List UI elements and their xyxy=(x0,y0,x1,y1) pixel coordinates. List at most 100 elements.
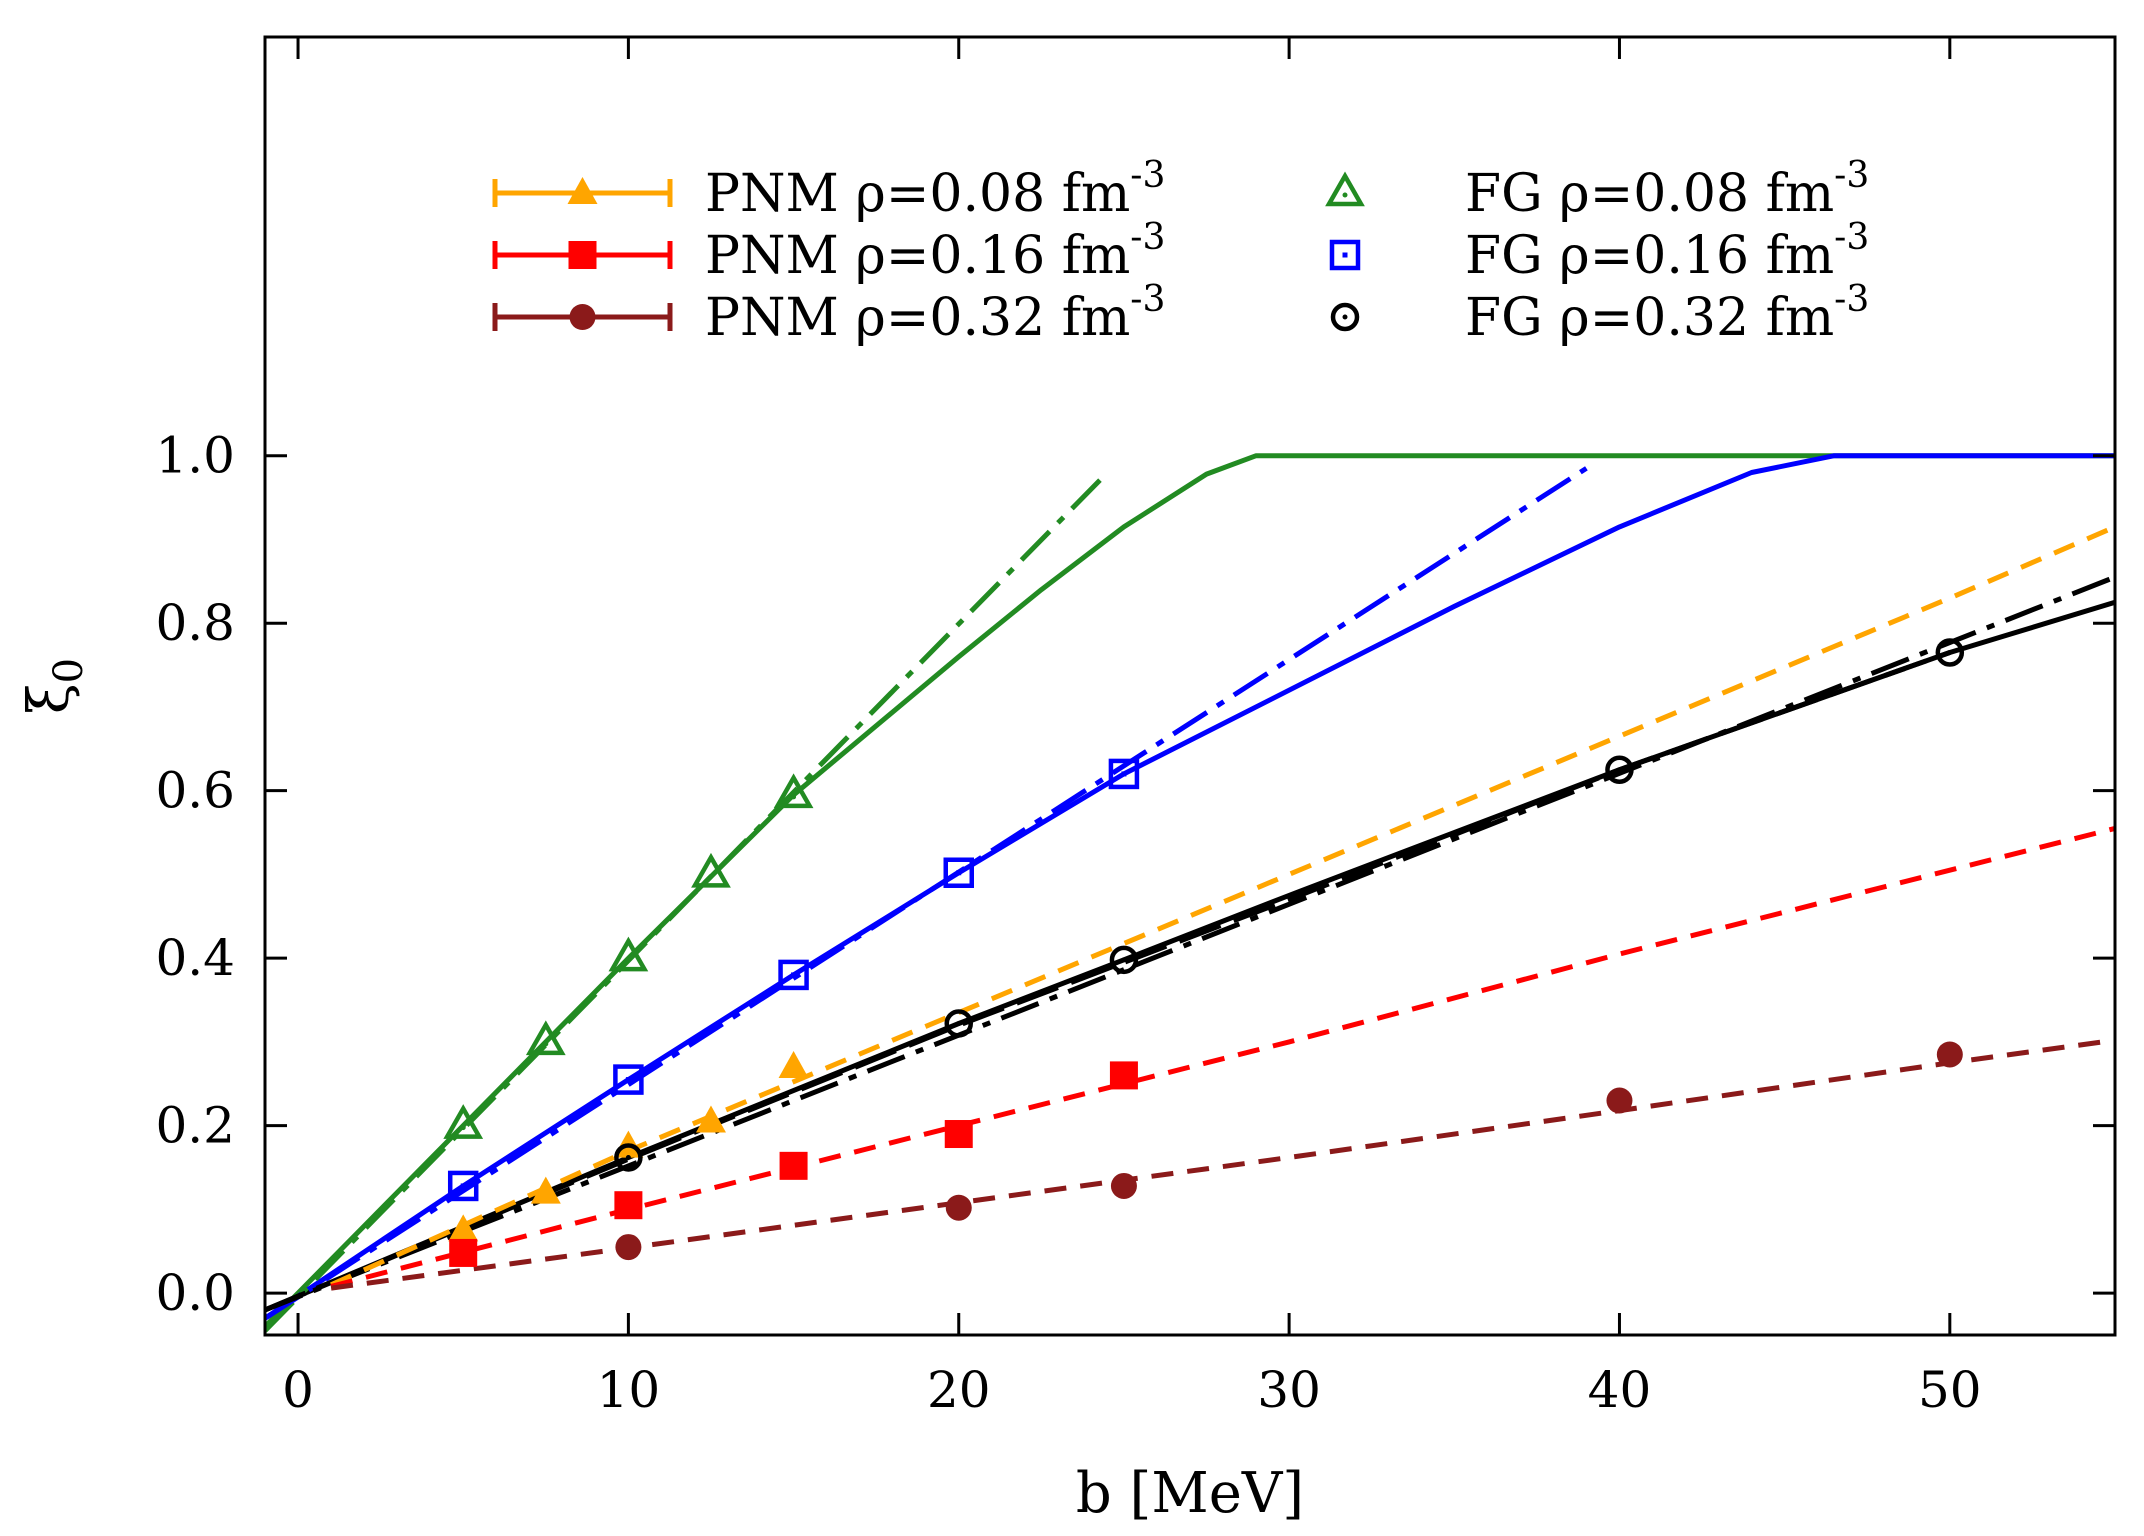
y-tick-label-0: 0.0 xyxy=(155,1264,235,1322)
point-pnm-0-08-3-shape xyxy=(695,1105,726,1133)
legend-label-text-4: FG ρ=0.16 fm xyxy=(1465,226,1834,286)
point-fg-0-16-4 xyxy=(1108,758,1140,790)
y-axis-label-symbol: ξ xyxy=(17,683,82,714)
point-fg-0-32-3-shape xyxy=(1605,755,1634,784)
point-fg-0-16-4-dot xyxy=(1121,771,1127,777)
legend-marker-5 xyxy=(1330,302,1360,332)
legend-marker-3-dot xyxy=(1342,192,1348,198)
point-fg-0-08-0 xyxy=(443,1104,484,1139)
legend-marker-5-shape xyxy=(1330,302,1360,332)
point-fg-0-08-4 xyxy=(773,773,814,809)
point-fg-0-32-1-shape xyxy=(944,1009,973,1038)
point-fg-0-32-2-shape xyxy=(1109,945,1139,975)
legend-label-sup-5: -3 xyxy=(1834,279,1869,320)
series-line-fg-0-08-linear xyxy=(265,470,1110,1333)
legend-marker-1-shape xyxy=(568,241,597,269)
point-fg-0-16-1-dot xyxy=(625,1077,631,1083)
point-fg-0-32-3 xyxy=(1605,755,1634,784)
legend-entry-0: PNM ρ=0.08 fm-3 xyxy=(492,155,1165,224)
point-fg-0-08-3-shape xyxy=(691,852,731,888)
legend-entry-4: FG ρ=0.16 fm-3 xyxy=(1329,217,1869,286)
legend-label-4: FG ρ=0.16 fm-3 xyxy=(1465,217,1869,286)
legend-label-text-2: PNM ρ=0.32 fm xyxy=(705,288,1130,348)
point-fg-0-16-4-shape xyxy=(1108,758,1140,790)
point-fg-0-16-3 xyxy=(943,857,974,888)
point-fg-0-08-3 xyxy=(691,852,731,888)
point-fg-0-16-2 xyxy=(778,959,809,991)
legend-entry-1: PNM ρ=0.16 fm-3 xyxy=(492,217,1165,286)
point-fg-0-16-0 xyxy=(447,1170,479,1202)
y-axis-label: ξ0 xyxy=(17,658,92,714)
point-pnm-0-32-3-shape xyxy=(1606,1087,1633,1114)
series-line-fg-0-32-dashed xyxy=(265,650,1951,1313)
point-fg-0-08-2 xyxy=(608,936,649,972)
x-tick-label-4: 40 xyxy=(1588,1361,1652,1419)
point-pnm-0-32-1 xyxy=(945,1194,972,1221)
legend-label-text-0: PNM ρ=0.08 fm xyxy=(705,164,1130,224)
y-tick-label-5: 1.0 xyxy=(155,427,235,485)
point-pnm-0-32-4-shape xyxy=(1936,1041,1963,1068)
point-fg-0-16-1-shape xyxy=(613,1064,644,1095)
y-tick-label-4: 0.8 xyxy=(155,594,235,652)
point-fg-0-08-1-dot xyxy=(543,1041,549,1047)
point-fg-0-16-3-dot xyxy=(956,870,962,876)
point-pnm-0-16-0 xyxy=(449,1238,478,1267)
point-fg-0-16-1 xyxy=(613,1064,644,1095)
point-fg-0-32-2-dot xyxy=(1121,957,1127,963)
point-pnm-0-08-0-shape xyxy=(448,1214,479,1242)
point-pnm-0-16-2 xyxy=(779,1151,808,1180)
legend-label-1: PNM ρ=0.16 fm-3 xyxy=(705,217,1165,286)
point-fg-0-32-4-dot xyxy=(1947,650,1953,656)
series-line-fg-0-16-linear xyxy=(265,466,1588,1321)
point-fg-0-32-3-dot xyxy=(1616,767,1622,773)
point-pnm-0-16-4 xyxy=(1109,1061,1138,1090)
series-line-fg-0-32-linear xyxy=(265,574,2115,1313)
point-fg-0-16-2-dot xyxy=(791,972,797,978)
legend-label-0: PNM ρ=0.08 fm-3 xyxy=(705,155,1165,224)
x-tick-label-3: 30 xyxy=(1257,1361,1321,1419)
y-tick-label-3: 0.6 xyxy=(155,762,235,820)
point-pnm-0-32-1-shape xyxy=(945,1194,972,1221)
point-fg-0-32-0-shape xyxy=(614,1143,643,1172)
x-tick-label-2: 20 xyxy=(927,1361,991,1419)
point-fg-0-08-0-shape xyxy=(443,1104,484,1139)
plot-frame xyxy=(263,35,2117,1337)
legend-marker-0 xyxy=(567,177,598,204)
legend-label-3: FG ρ=0.08 fm-3 xyxy=(1465,155,1869,224)
x-tick-label-0: 0 xyxy=(282,1361,314,1419)
point-pnm-0-16-1-shape xyxy=(614,1191,643,1220)
point-pnm-0-16-3 xyxy=(944,1120,973,1149)
legend-marker-4 xyxy=(1329,239,1361,271)
point-pnm-0-32-2-shape xyxy=(1110,1172,1137,1199)
legend-label-text-3: FG ρ=0.08 fm xyxy=(1465,164,1834,224)
point-fg-0-32-0 xyxy=(614,1143,643,1172)
legend-label-sup-3: -3 xyxy=(1834,155,1869,196)
legend-entry-5: FG ρ=0.32 fm-3 xyxy=(1330,279,1869,348)
point-fg-0-08-3-dot xyxy=(708,873,714,879)
point-fg-0-08-0-dot xyxy=(460,1125,466,1131)
series-points xyxy=(443,638,1965,1267)
point-fg-0-32-0-dot xyxy=(625,1154,631,1160)
legend-entry-2: PNM ρ=0.32 fm-3 xyxy=(492,279,1165,348)
point-fg-0-16-0-dot xyxy=(460,1183,466,1189)
legend-entry-3: FG ρ=0.08 fm-3 xyxy=(1325,155,1869,224)
legend-label-text-5: FG ρ=0.32 fm xyxy=(1465,288,1834,348)
point-pnm-0-08-0 xyxy=(448,1214,479,1242)
legend-label-sup-2: -3 xyxy=(1130,279,1165,320)
point-fg-0-16-3-shape xyxy=(943,857,974,888)
point-fg-0-32-1 xyxy=(944,1009,973,1038)
y-tick-label-2: 0.4 xyxy=(155,929,235,987)
legend-label-sup-1: -3 xyxy=(1130,217,1165,258)
point-fg-0-32-4-shape xyxy=(1935,638,1965,667)
point-fg-0-32-4 xyxy=(1935,638,1965,667)
legend-label-text-1: PNM ρ=0.16 fm xyxy=(705,226,1130,286)
y-tick-label-1: 0.2 xyxy=(155,1097,235,1155)
point-fg-0-08-1-shape xyxy=(525,1020,566,1056)
series-line-fg-0-16-exact xyxy=(265,453,2115,1321)
point-fg-0-08-2-dot xyxy=(625,957,631,963)
point-fg-0-08-4-shape xyxy=(773,773,814,809)
point-pnm-0-16-2-shape xyxy=(779,1151,808,1180)
legend-marker-3-shape xyxy=(1325,171,1365,207)
